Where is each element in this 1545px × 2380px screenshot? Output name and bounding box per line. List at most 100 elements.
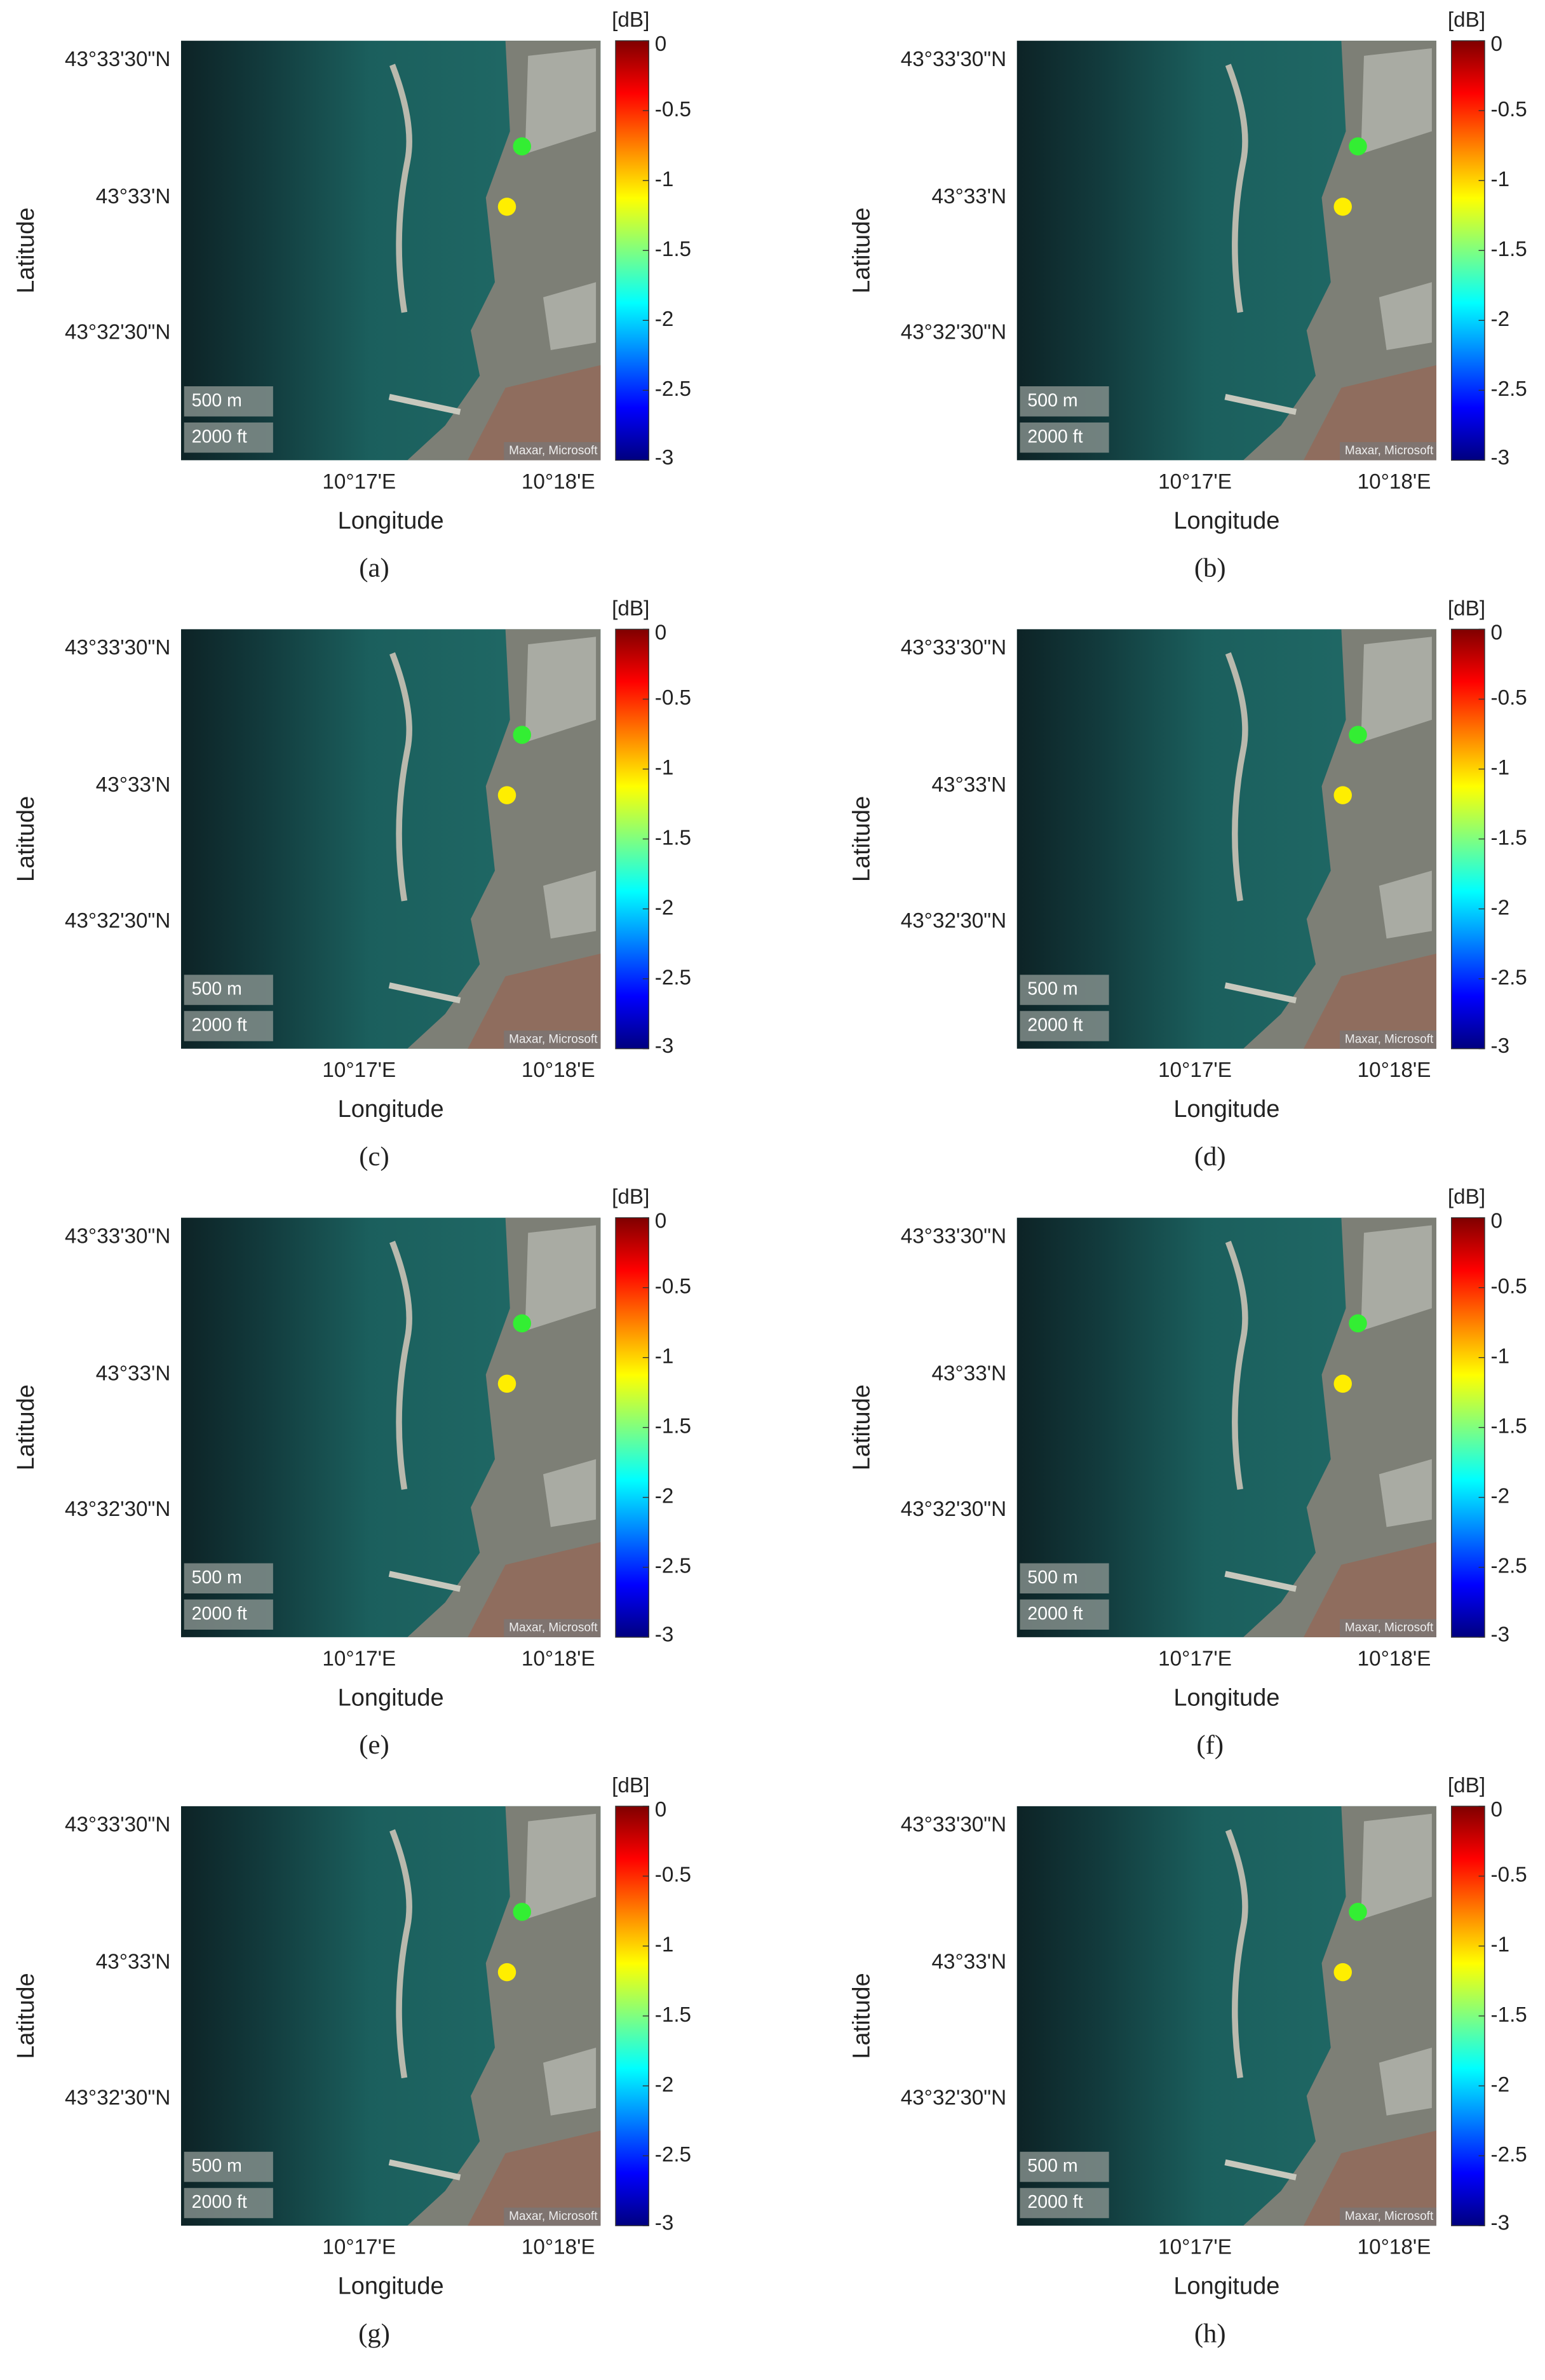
y-tick-label: 43°32'30"N [65, 909, 170, 933]
scale-label: 500 m [192, 2156, 242, 2176]
colorbar-tick-label: -1.5 [655, 238, 691, 261]
x-tick-label: 10°17'E [322, 1647, 396, 1670]
scale-label: 500 m [1027, 2156, 1077, 2176]
jetty [388, 1571, 461, 1592]
panel: 500 m 2000 ft Maxar, Microsoft 43°33'30"N 43… [849, 8, 1527, 583]
jetty [1224, 393, 1297, 416]
attr-box [504, 1619, 601, 1637]
transmitter-marker [497, 786, 516, 804]
map: 500 m 2000 ft Maxar, Microsoft [181, 629, 601, 1049]
panel: 500 m 2000 ft Maxar, Microsoft 43°33'30"N 43… [849, 1774, 1527, 2349]
attribution: Maxar, Microsoft [509, 1032, 598, 1046]
attribution: Maxar, Microsoft [1345, 1032, 1434, 1046]
x-axis-label: Longitude [1173, 2273, 1279, 2300]
y-tick-label: 43°33'N [931, 1362, 1006, 1385]
scale-label: 500 m [1027, 390, 1077, 410]
land [1243, 41, 1436, 461]
colorbar-tick-label: -2.5 [655, 377, 691, 401]
jetty [388, 393, 461, 416]
land [1243, 629, 1436, 1049]
scale-label: 2000 ft [1027, 1015, 1083, 1036]
land [407, 41, 601, 461]
scale-box [184, 1599, 273, 1630]
scale-box [184, 975, 273, 1005]
colorbar-tick-label: -1 [655, 168, 674, 191]
colorbar-tick-label: -1 [655, 1344, 674, 1368]
y-tick-label: 43°33'N [931, 185, 1006, 208]
scale-box [1020, 1563, 1109, 1594]
y-tick-label: 43°32'30"N [901, 1498, 1006, 1521]
x-tick-label: 10°18'E [522, 1058, 595, 1082]
colorbar-tick-label: 0 [1491, 1210, 1503, 1233]
colorbar-tick-label: 0 [1491, 621, 1503, 644]
scale-box [1020, 975, 1109, 1005]
scale-box [1020, 1599, 1109, 1630]
breakwater [389, 1240, 412, 1490]
y-tick-label: 43°33'N [96, 1951, 171, 1974]
y-tick-label: 43°33'30"N [901, 48, 1006, 71]
x-tick-label: 10°18'E [1358, 2236, 1431, 2259]
colorbar-tick-label: -1.5 [1491, 238, 1527, 261]
breakwater [1225, 652, 1248, 902]
attribution: Maxar, Microsoft [509, 444, 598, 457]
docks [525, 1225, 597, 1527]
docks [525, 1813, 597, 2116]
colorbar-tick-label: -1.5 [1491, 2003, 1527, 2027]
docks [525, 48, 597, 351]
colorbar-tick-label: 0 [655, 32, 667, 56]
y-tick-label: 43°33'N [96, 185, 171, 208]
colorbar-tick-label: -2 [1491, 2073, 1510, 2097]
y-tick-label: 43°33'30"N [65, 48, 170, 71]
colorbar-tick-label: -2.5 [655, 2143, 691, 2167]
y-tick-label: 43°32'30"N [65, 2086, 170, 2109]
docks [1361, 1225, 1432, 1527]
scale-label: 500 m [1027, 979, 1077, 999]
docks [1361, 1813, 1432, 2116]
y-tick-label: 43°33'30"N [65, 1224, 170, 1248]
x-tick-label: 10°18'E [1358, 1058, 1431, 1082]
town [468, 954, 601, 1049]
x-tick-label: 10°17'E [322, 1058, 396, 1082]
x-tick-label: 10°17'E [1158, 1058, 1232, 1082]
y-axis-label: Latitude [13, 1973, 39, 2059]
colorbar-tick-label: -1.5 [655, 2003, 691, 2027]
colorbar-tick-label: -1 [1491, 168, 1510, 191]
attribution: Maxar, Microsoft [509, 1621, 598, 1635]
attr-box [504, 2207, 601, 2226]
land [407, 1217, 601, 1637]
colorbar-unit: [dB] [612, 1186, 649, 1209]
x-axis-label: Longitude [338, 1096, 444, 1123]
x-tick-label: 10°17'E [322, 470, 396, 494]
attr-box [1340, 2207, 1436, 2226]
y-tick-label: 43°33'30"N [901, 1813, 1006, 1837]
y-tick-label: 43°32'30"N [65, 321, 170, 344]
land [407, 629, 601, 1049]
docks [1361, 48, 1432, 351]
y-axis-label: Latitude [849, 796, 875, 882]
scale-label: 2000 ft [1027, 1604, 1083, 1624]
panel: 500 m 2000 ft Maxar, Microsoft 43°33'30"N 43… [13, 597, 691, 1172]
colorbar-tick-label: -3 [1491, 1623, 1510, 1646]
x-tick-label: 10°18'E [1358, 470, 1431, 494]
colorbar-tick-label: -1.5 [1491, 1415, 1527, 1438]
colorbar-tick-label: -2 [1491, 308, 1510, 331]
colorbar-tick-label: -2 [1491, 896, 1510, 919]
colorbar-tick-label: 0 [655, 621, 667, 644]
transmitter-marker [497, 1963, 516, 1982]
panel: 500 m 2000 ft Maxar, Microsoft 43°33'30"N 43… [13, 1774, 691, 2349]
x-axis-label: Longitude [338, 508, 444, 534]
panel-label: (b) [1194, 553, 1226, 583]
colorbar-tick-label: -1 [1491, 1344, 1510, 1368]
land [1243, 1217, 1436, 1637]
attribution: Maxar, Microsoft [509, 2210, 598, 2223]
colorbar-tick-label: -2.5 [1491, 377, 1527, 401]
x-tick-label: 10°18'E [522, 1647, 595, 1670]
receiver-marker [1349, 1314, 1367, 1333]
colorbar-tick-label: -2 [655, 1485, 674, 1508]
colorbar-tick-label: -0.5 [655, 98, 691, 121]
panel-label: (a) [359, 553, 389, 583]
map: 500 m 2000 ft Maxar, Microsoft [181, 1806, 601, 2226]
scale-label: 500 m [192, 1567, 242, 1588]
attr-box [504, 1031, 601, 1049]
